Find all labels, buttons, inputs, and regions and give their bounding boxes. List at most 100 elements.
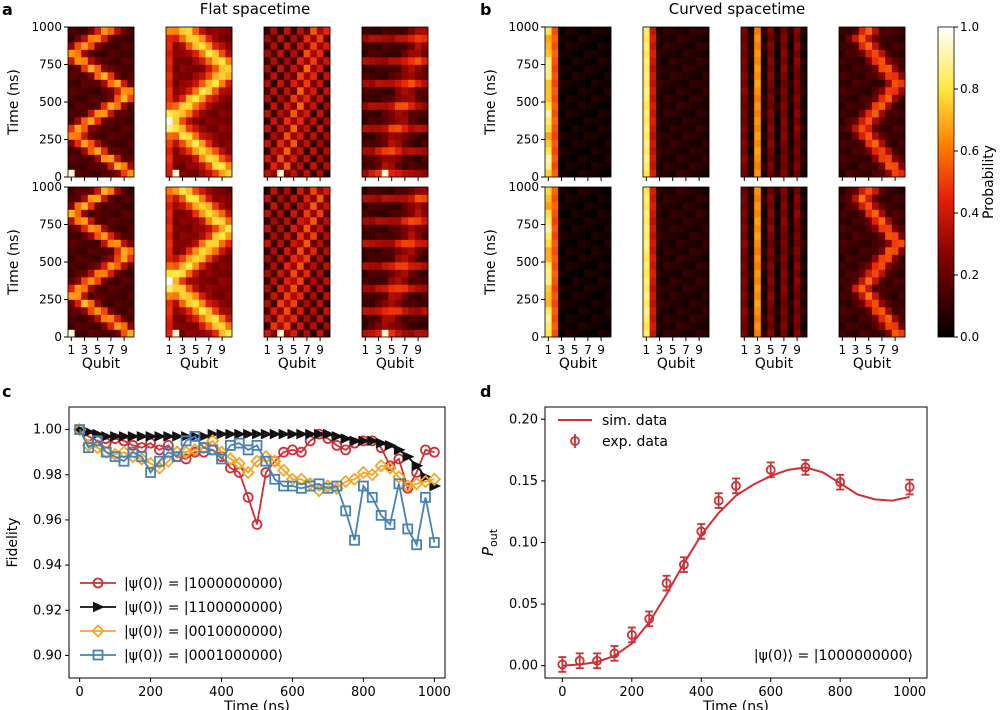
heatmap-cell <box>898 284 906 293</box>
heatmap-cell <box>107 139 115 148</box>
heatmap-cell <box>368 64 376 73</box>
heatmap-cell <box>865 254 873 263</box>
heatmap-cell <box>545 169 552 178</box>
heatmap-cell <box>754 254 762 263</box>
heatmap-cell <box>702 217 710 225</box>
heatmap-cell <box>310 187 318 195</box>
heatmap-cell <box>310 154 318 163</box>
heatmap-cell <box>898 224 906 233</box>
heatmap-cell <box>741 209 748 218</box>
heatmap-cell <box>172 27 180 35</box>
heatmap-cell <box>669 42 677 50</box>
data-point <box>356 465 371 480</box>
heatmap-cell <box>682 262 690 270</box>
heatmap-cell <box>81 72 89 80</box>
heatmap-cell <box>166 132 173 140</box>
heatmap-cell <box>597 94 605 103</box>
heatmap-cell <box>839 232 846 240</box>
heatmap-cell <box>885 49 893 58</box>
heatmap-cell <box>845 132 853 140</box>
heatmap-cell <box>878 292 886 300</box>
heatmap-cell <box>101 117 108 125</box>
heatmap-cell <box>225 254 233 263</box>
heatmap-cell <box>578 194 585 203</box>
heatmap-cell <box>277 262 285 270</box>
heatmap-cell <box>578 147 585 155</box>
heatmap-cell <box>192 314 200 323</box>
heatmap-cell <box>290 194 298 203</box>
heatmap-cell <box>310 147 318 155</box>
heatmap-cell <box>368 169 376 178</box>
heatmap-cell <box>591 247 599 255</box>
heatmap-cell <box>682 49 690 58</box>
heatmap-cell <box>564 284 572 293</box>
heatmap-cell <box>754 292 762 300</box>
data-point <box>376 437 388 449</box>
heatmap-cell <box>741 299 748 308</box>
heatmap-cell <box>401 49 409 58</box>
heatmap-cell <box>591 224 599 233</box>
heatmap-cell <box>787 42 795 50</box>
heatmap-cell <box>800 162 808 170</box>
heatmap-cell <box>702 154 710 163</box>
heatmap-cell <box>558 79 566 88</box>
heatmap-cell <box>852 247 860 255</box>
heatmap-cell <box>408 162 416 170</box>
data-point <box>358 480 369 492</box>
heatmap-cell <box>421 87 429 95</box>
heatmap-cell <box>578 79 585 88</box>
heatmap-cell <box>597 169 605 178</box>
heatmap-cell <box>689 102 697 110</box>
heatmap-cell <box>414 187 422 195</box>
heatmap-cell <box>166 247 173 255</box>
data-point <box>74 424 86 435</box>
data-point <box>609 648 620 659</box>
heatmap-cell <box>597 277 605 285</box>
heatmap-cell <box>891 132 899 140</box>
heatmap-cell <box>747 269 755 278</box>
heatmap-cell <box>283 307 291 315</box>
heatmap-cell <box>81 57 89 65</box>
heatmap-cell <box>676 64 683 73</box>
heatmap-cell <box>323 277 331 285</box>
heatmap-cell <box>408 292 416 300</box>
heatmap-cell <box>87 139 95 148</box>
heatmap-cell <box>662 147 670 155</box>
heatmap-cell <box>793 194 801 203</box>
heatmap-cell <box>591 209 599 218</box>
heatmap-cell <box>381 322 389 330</box>
heatmap-cell <box>408 132 416 140</box>
heatmap-cell <box>695 34 703 43</box>
heatmap-cell <box>643 299 650 308</box>
heatmap-cell <box>682 307 690 315</box>
heatmap-cell <box>199 292 206 300</box>
heatmap-cell <box>74 299 82 308</box>
heatmap-cell <box>218 162 226 170</box>
heatmap-cell <box>564 299 572 308</box>
heatmap-cell <box>774 224 781 233</box>
heatmap-cell <box>192 322 200 330</box>
heatmap-cell <box>669 187 677 195</box>
heatmap-cell <box>558 147 566 155</box>
heatmap-cell <box>858 27 866 35</box>
heatmap-cell <box>199 79 206 88</box>
heatmap-cell <box>310 124 318 133</box>
heatmap-cell <box>185 79 193 88</box>
heatmap-cell <box>283 217 291 225</box>
heatmap-cell <box>662 292 670 300</box>
heatmap-cell <box>885 27 893 35</box>
heatmap-cell <box>368 254 376 263</box>
heatmap-cell <box>414 147 422 155</box>
heatmap-cell <box>872 239 879 248</box>
heatmap-cell <box>584 169 592 178</box>
heatmap-cell <box>74 239 82 248</box>
heatmap-cell <box>199 299 206 308</box>
heatmap-cell <box>166 269 173 278</box>
heatmap-cell <box>754 124 762 133</box>
heatmap-cell <box>283 329 291 338</box>
heatmap-cell <box>368 194 376 203</box>
heatmap-cell <box>316 284 324 293</box>
heatmap-cell <box>421 254 429 263</box>
y-axis-label: Pout <box>479 528 500 556</box>
heatmap-cell <box>898 34 906 43</box>
